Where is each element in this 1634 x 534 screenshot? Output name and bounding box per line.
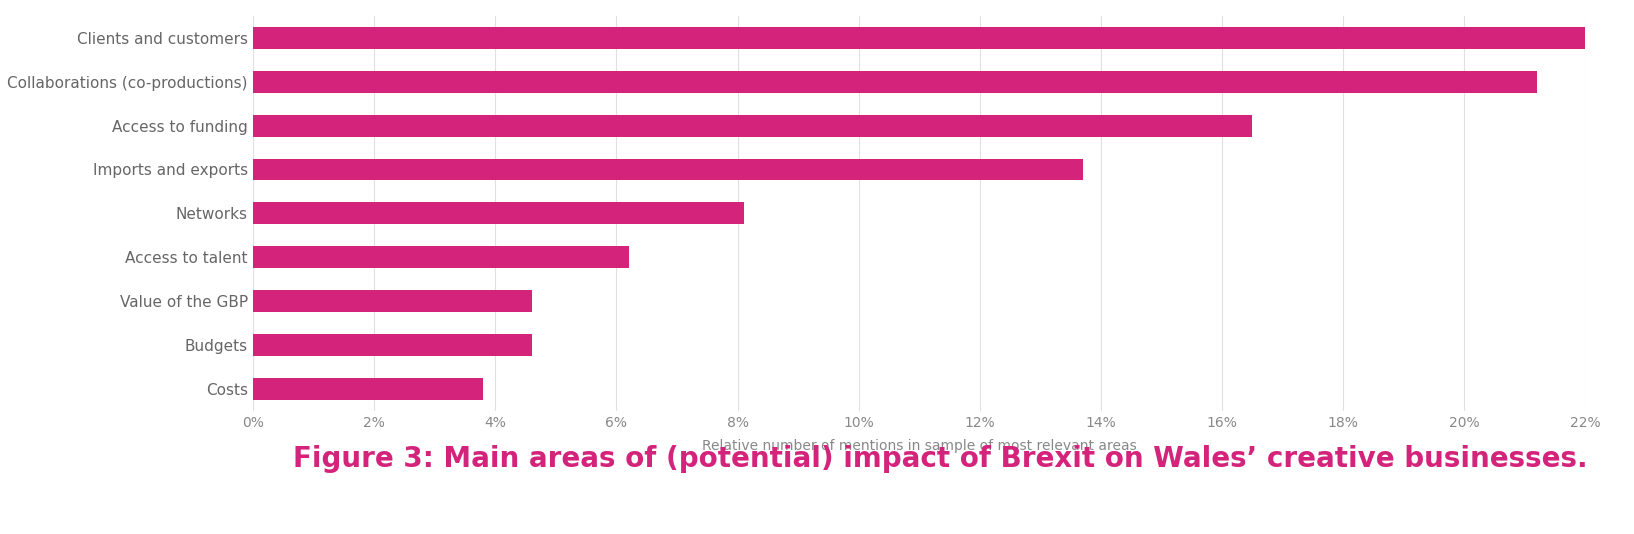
Bar: [253, 27, 1585, 49]
Bar: [253, 246, 629, 268]
Bar: [253, 378, 484, 400]
Bar: [253, 334, 531, 356]
Bar: [253, 71, 1536, 93]
Bar: [253, 202, 743, 224]
Bar: [253, 159, 1083, 180]
Bar: [253, 115, 1252, 137]
Text: Figure 3: Main areas of (potential) impact of Brexit on Wales’ creative business: Figure 3: Main areas of (potential) impa…: [292, 445, 1588, 473]
X-axis label: Relative number of mentions in sample of most relevant areas: Relative number of mentions in sample of…: [701, 438, 1137, 452]
Bar: [253, 290, 531, 312]
